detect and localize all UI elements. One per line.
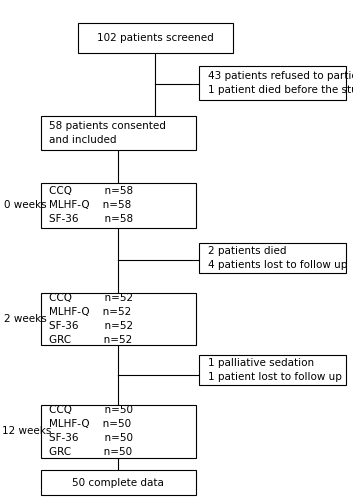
Text: CCQ          n=58
MLHF-Q    n=58
SF-36        n=58: CCQ n=58 MLHF-Q n=58 SF-36 n=58 xyxy=(49,186,133,224)
FancyBboxPatch shape xyxy=(41,405,196,458)
Text: 43 patients refused to participate
1 patient died before the study started: 43 patients refused to participate 1 pat… xyxy=(208,71,353,95)
Text: CCQ          n=52
MLHF-Q    n=52
SF-36        n=52
GRC          n=52: CCQ n=52 MLHF-Q n=52 SF-36 n=52 GRC n=52 xyxy=(49,292,133,345)
FancyBboxPatch shape xyxy=(199,242,346,272)
FancyBboxPatch shape xyxy=(199,355,346,385)
FancyBboxPatch shape xyxy=(41,116,196,150)
Text: 12 weeks: 12 weeks xyxy=(2,426,51,436)
Text: 58 patients consented
and included: 58 patients consented and included xyxy=(49,121,166,145)
Text: 1 palliative sedation
1 patient lost to follow up: 1 palliative sedation 1 patient lost to … xyxy=(208,358,342,382)
Text: CCQ          n=50
MLHF-Q    n=50
SF-36        n=50
GRC          n=50: CCQ n=50 MLHF-Q n=50 SF-36 n=50 GRC n=50 xyxy=(49,405,133,457)
Text: 50 complete data: 50 complete data xyxy=(72,478,164,488)
Text: 2 weeks: 2 weeks xyxy=(4,314,46,324)
Text: 102 patients screened: 102 patients screened xyxy=(97,33,214,43)
FancyBboxPatch shape xyxy=(78,24,233,52)
Text: 0 weeks: 0 weeks xyxy=(4,200,46,210)
FancyBboxPatch shape xyxy=(199,66,346,100)
FancyBboxPatch shape xyxy=(41,470,196,495)
FancyBboxPatch shape xyxy=(41,182,196,228)
FancyBboxPatch shape xyxy=(41,292,196,345)
Text: 2 patients died
4 patients lost to follow up: 2 patients died 4 patients lost to follo… xyxy=(208,246,348,270)
